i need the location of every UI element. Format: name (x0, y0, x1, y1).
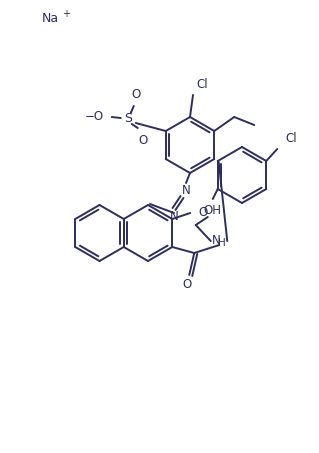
Text: +: + (62, 9, 70, 19)
Text: N: N (182, 184, 190, 198)
Text: S: S (124, 112, 132, 125)
Text: N: N (170, 209, 178, 222)
Text: O: O (131, 87, 140, 101)
Text: Cl: Cl (285, 131, 297, 145)
Text: Cl: Cl (196, 78, 208, 92)
Text: O: O (138, 134, 147, 146)
Text: −O: −O (85, 110, 104, 122)
Text: Na: Na (42, 11, 59, 24)
Text: O: O (198, 206, 207, 218)
Text: N: N (212, 235, 221, 247)
Text: OH: OH (203, 203, 221, 217)
Text: O: O (182, 278, 192, 290)
Text: H: H (219, 238, 226, 248)
